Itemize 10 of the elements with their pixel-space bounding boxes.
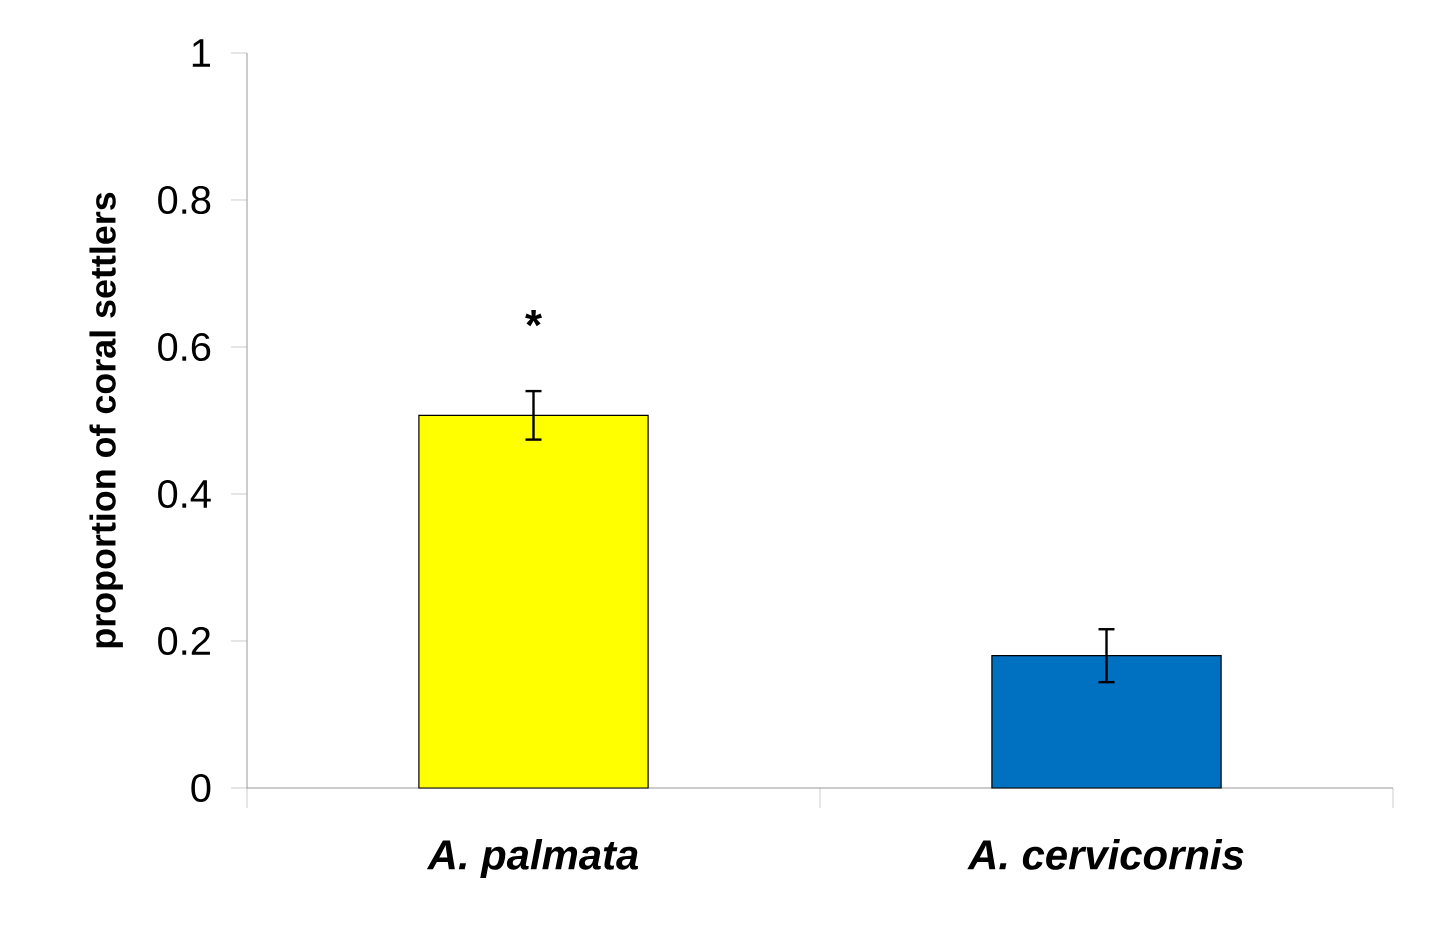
y-tick-label: 0.8 <box>158 185 211 215</box>
y-tick-label: 0.6 <box>158 332 211 362</box>
y-tick-label: 0.2 <box>158 626 210 656</box>
y-axis-title: proportion of coral settlers <box>89 192 123 648</box>
y-tick-label: 0 <box>191 773 211 803</box>
annotation: * <box>525 309 542 327</box>
x-tick-label: A. palmata <box>426 839 639 879</box>
x-tick-label: A. cervicornis <box>967 839 1244 870</box>
y-tick-label: 0.4 <box>158 479 211 509</box>
y-tick-label: 1 <box>192 39 211 67</box>
